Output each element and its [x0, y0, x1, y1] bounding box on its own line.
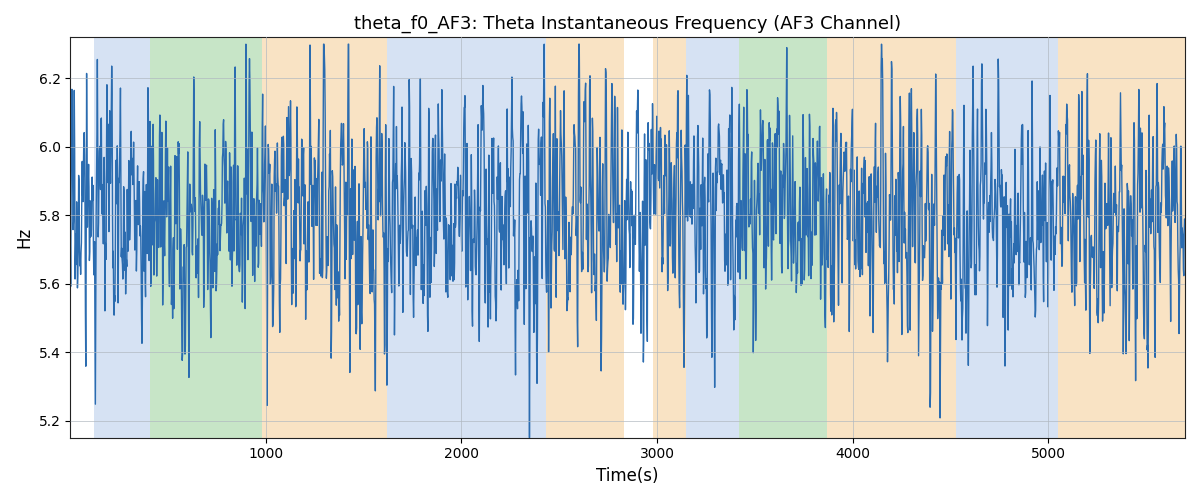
- Bar: [686, 38, 739, 438]
- Bar: [262, 38, 388, 438]
- Bar: [150, 38, 262, 438]
- Bar: [624, 38, 653, 438]
- Bar: [1058, 38, 1186, 438]
- Bar: [388, 38, 546, 438]
- Bar: [546, 38, 624, 438]
- Title: theta_f0_AF3: Theta Instantaneous Frequency (AF3 Channel): theta_f0_AF3: Theta Instantaneous Freque…: [354, 15, 901, 34]
- X-axis label: Time(s): Time(s): [596, 467, 659, 485]
- Y-axis label: Hz: Hz: [16, 227, 34, 248]
- Bar: [739, 38, 827, 438]
- Bar: [827, 38, 956, 438]
- Bar: [653, 38, 686, 438]
- Bar: [94, 38, 150, 438]
- Bar: [956, 38, 1058, 438]
